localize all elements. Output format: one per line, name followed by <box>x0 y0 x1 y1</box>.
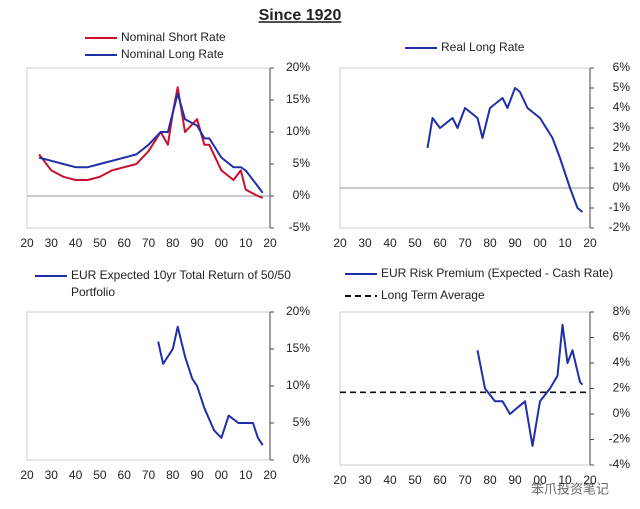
y-tick-label: 15% <box>286 92 310 106</box>
series-line <box>38 86 264 199</box>
x-tick-label: 40 <box>69 236 83 250</box>
x-tick-label: 60 <box>433 236 447 250</box>
legend-label-box: Nominal Long Rate <box>121 47 224 61</box>
x-tick-label: 20 <box>583 236 597 250</box>
y-tick-label: 6% <box>613 330 631 344</box>
y-tick-label: -2% <box>609 432 631 446</box>
x-tick-label: 70 <box>458 236 472 250</box>
y-tick-label: 3% <box>613 120 631 134</box>
x-tick-label: 90 <box>190 236 204 250</box>
x-tick-label: 70 <box>142 236 156 250</box>
y-tick-label: 0% <box>293 188 311 202</box>
x-tick-label: 30 <box>358 236 372 250</box>
x-tick-label: 10 <box>558 473 572 487</box>
x-tick-label: 20 <box>583 473 597 487</box>
y-tick-label: 8% <box>613 304 631 318</box>
x-tick-label: 50 <box>408 473 422 487</box>
plot-frame <box>26 67 271 229</box>
series-line <box>157 325 264 446</box>
y-tick-label: 2% <box>613 140 631 154</box>
y-tick-label: -5% <box>289 220 311 234</box>
x-tick-label: 80 <box>483 473 497 487</box>
x-tick-label: 20 <box>20 468 34 482</box>
y-tick-label: 0% <box>613 180 631 194</box>
y-tick-label: 1% <box>613 160 631 174</box>
x-tick-label: 80 <box>483 236 497 250</box>
legend-label-box: Long Term Average <box>381 288 485 302</box>
x-tick-label: 00 <box>533 473 547 487</box>
series-line <box>476 323 584 447</box>
watermark: 笨爪投资笔记 <box>531 481 609 496</box>
plot-frame <box>339 311 591 466</box>
plot-frame <box>26 311 271 461</box>
legend-label: Real Long Rate <box>441 40 525 54</box>
y-tick-label: 20% <box>286 304 310 318</box>
y-tick-label: 5% <box>293 156 311 170</box>
x-tick-label: 80 <box>166 468 180 482</box>
legend-label: Long Term Average <box>381 288 485 302</box>
x-tick-label: 10 <box>239 468 253 482</box>
x-tick-label: 70 <box>142 468 156 482</box>
legend-label: EUR Expected 10yr Total Return of 50/50 … <box>71 268 291 299</box>
series-line <box>426 87 584 213</box>
y-tick-label: 10% <box>286 378 310 392</box>
x-tick-label: 40 <box>383 473 397 487</box>
legend-label: Nominal Short Rate <box>121 30 226 44</box>
x-tick-label: 20 <box>333 236 347 250</box>
legend-label-box: Real Long Rate <box>441 40 525 54</box>
x-tick-label: 30 <box>358 473 372 487</box>
y-tick-label: 20% <box>286 60 310 74</box>
x-tick-label: 30 <box>45 468 59 482</box>
x-tick-label: 70 <box>458 473 472 487</box>
x-tick-label: 20 <box>20 236 34 250</box>
x-tick-label: 30 <box>45 236 59 250</box>
x-tick-label: 20 <box>263 468 277 482</box>
x-tick-label: 20 <box>263 236 277 250</box>
y-tick-label: 2% <box>613 381 631 395</box>
page-title: Since 1920 <box>259 7 342 24</box>
y-tick-label: 0% <box>613 406 631 420</box>
x-tick-label: 10 <box>558 236 572 250</box>
x-tick-label: 50 <box>408 236 422 250</box>
legend-label: EUR Risk Premium (Expected - Cash Rate) <box>381 266 614 280</box>
y-tick-label: -2% <box>609 220 631 234</box>
y-tick-label: 5% <box>613 80 631 94</box>
legend-label-box: EUR Risk Premium (Expected - Cash Rate) <box>381 266 614 280</box>
x-tick-label: 90 <box>508 236 522 250</box>
x-tick-label: 00 <box>533 236 547 250</box>
y-tick-label: 0% <box>293 452 311 466</box>
x-tick-label: 40 <box>383 236 397 250</box>
series-line <box>38 92 264 194</box>
x-tick-label: 50 <box>93 236 107 250</box>
y-tick-label: -1% <box>609 200 631 214</box>
x-tick-label: 40 <box>69 468 83 482</box>
x-tick-label: 00 <box>215 468 229 482</box>
y-tick-label: -4% <box>609 457 631 471</box>
x-tick-label: 60 <box>118 468 132 482</box>
y-tick-label: 5% <box>293 415 311 429</box>
x-tick-label: 60 <box>118 236 132 250</box>
x-tick-label: 90 <box>508 473 522 487</box>
x-tick-label: 20 <box>333 473 347 487</box>
y-tick-label: 4% <box>613 355 631 369</box>
x-tick-label: 60 <box>433 473 447 487</box>
x-tick-label: 80 <box>166 236 180 250</box>
y-tick-label: 4% <box>613 100 631 114</box>
x-tick-label: 10 <box>239 236 253 250</box>
legend-label: Nominal Long Rate <box>121 47 224 61</box>
y-tick-label: 10% <box>286 124 310 138</box>
legend-label-box: EUR Expected 10yr Total Return of 50/50 … <box>71 268 291 299</box>
x-tick-label: 50 <box>93 468 107 482</box>
y-tick-label: 15% <box>286 341 310 355</box>
y-tick-label: 6% <box>613 60 631 74</box>
x-tick-label: 90 <box>190 468 204 482</box>
x-tick-label: 00 <box>215 236 229 250</box>
legend-label-box: Nominal Short Rate <box>121 30 226 44</box>
plot-frame <box>339 67 591 229</box>
